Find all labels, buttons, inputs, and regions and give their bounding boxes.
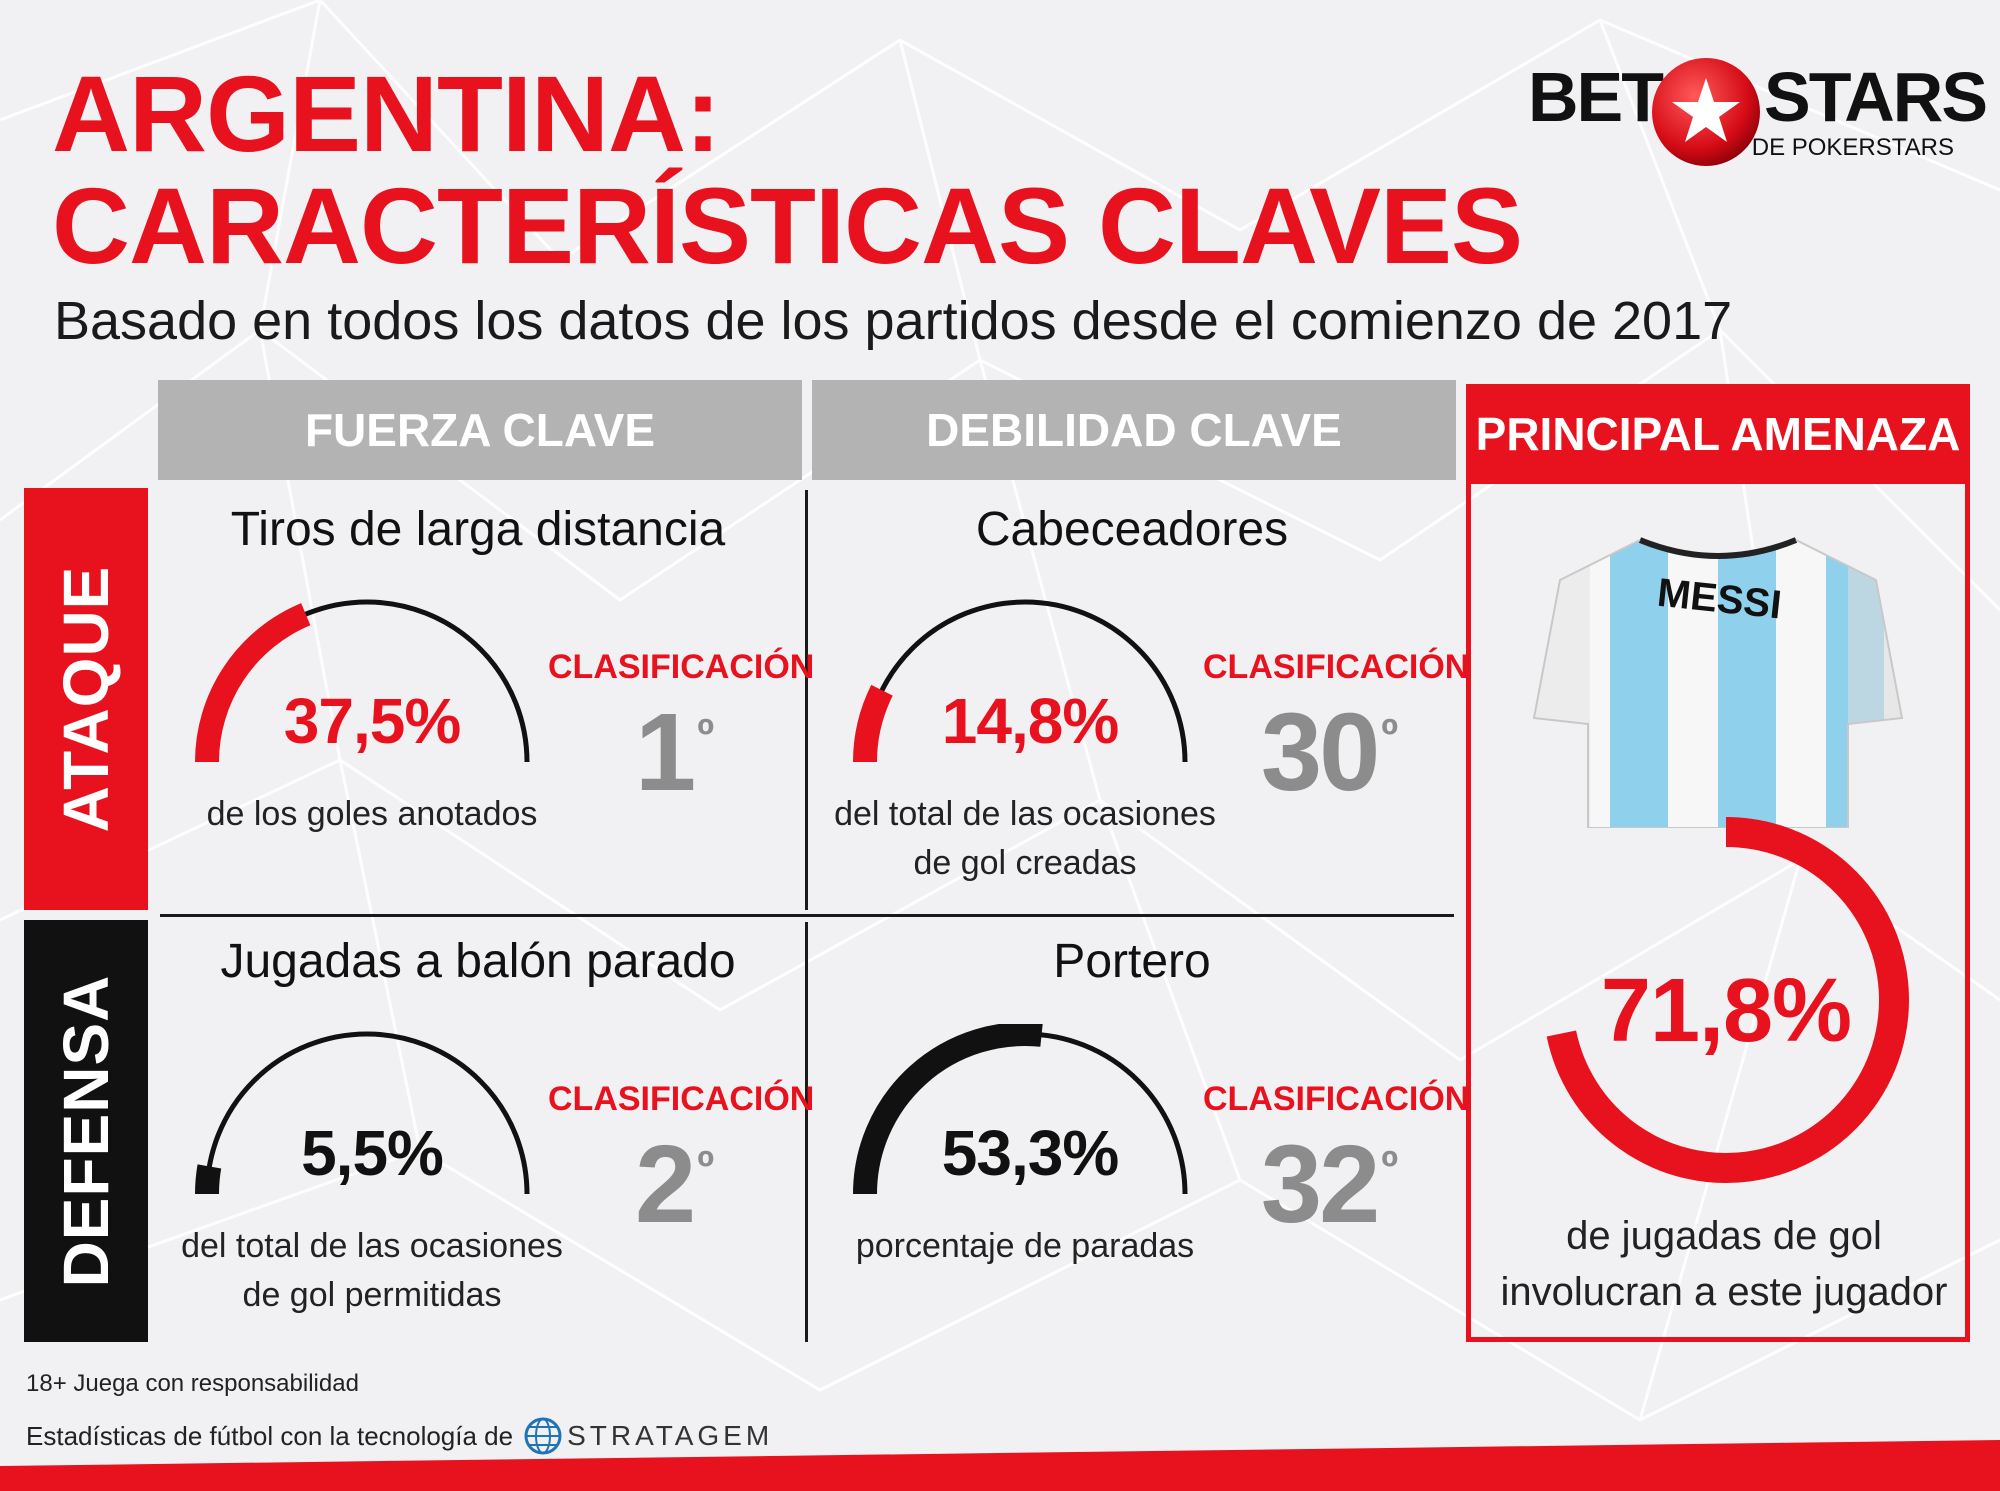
column-header-threat: PRINCIPAL AMENAZA bbox=[1466, 384, 1970, 484]
gauge-attack-weakness bbox=[853, 599, 1188, 763]
percent-value: 5,5% bbox=[301, 1117, 444, 1189]
rank-value: 1º bbox=[548, 698, 798, 808]
percent-value: 14,8% bbox=[941, 685, 1119, 757]
percent-value: 53,3% bbox=[941, 1117, 1119, 1189]
rank-ordinal: º bbox=[1381, 1141, 1398, 1193]
column-header-strength: FUERZA CLAVE bbox=[158, 380, 802, 480]
logo-text-stars: STARS bbox=[1764, 58, 1988, 136]
gauge-track bbox=[204, 1031, 530, 1195]
rank-label: CLASIFICACIÓN bbox=[1203, 648, 1470, 686]
page-title-line1: ARGENTINA: bbox=[52, 53, 721, 174]
rank-ordinal: º bbox=[697, 1141, 714, 1193]
description-line: del total de las ocasiones bbox=[834, 795, 1216, 833]
cell-title: Cabeceadores bbox=[975, 503, 1289, 556]
powered-by: Estadísticas de fútbol con la tecnología… bbox=[26, 1416, 773, 1456]
rank-label: CLASIFICACIÓN bbox=[1203, 1080, 1470, 1118]
description-line: porcentaje de paradas bbox=[855, 1227, 1195, 1265]
cell-title: Portero bbox=[1053, 935, 1211, 988]
gauge-attack-strength bbox=[195, 599, 530, 763]
row-label-defense: DEFENSA bbox=[24, 920, 148, 1342]
description-line: de los goles anotados bbox=[206, 795, 538, 833]
threat-description: de jugadas de gol involucran a este juga… bbox=[1476, 1208, 1972, 1320]
row-label-attack: ATAQUE bbox=[24, 488, 148, 910]
rank-ordinal: º bbox=[1381, 709, 1398, 761]
rank-number: 2 bbox=[635, 1123, 696, 1246]
rank-number: 32 bbox=[1260, 1123, 1380, 1246]
description-line: involucran a este jugador bbox=[1500, 1270, 1948, 1314]
gauge-defense-strength bbox=[195, 1031, 530, 1195]
red-star-ball-icon bbox=[1652, 58, 1760, 166]
logo-text-bet: BET bbox=[1528, 58, 1664, 136]
percent-description: del total de las ocasiones de gol permit… bbox=[162, 1222, 582, 1321]
powered-by-text: Estadísticas de fútbol con la tecnología… bbox=[26, 1420, 514, 1451]
rank-label: CLASIFICACIÓN bbox=[548, 1080, 815, 1118]
rank-number: 30 bbox=[1260, 691, 1380, 814]
column-header-weakness-label: DEBILIDAD CLAVE bbox=[926, 404, 1342, 456]
threat-ring-fill bbox=[1546, 817, 1909, 1183]
description-line: de jugadas de gol bbox=[1566, 1214, 1882, 1258]
column-header-weakness: DEBILIDAD CLAVE bbox=[812, 380, 1456, 480]
description-line: del total de las ocasiones bbox=[181, 1227, 563, 1265]
percent-value: 37,5% bbox=[283, 685, 461, 757]
row-label-defense-text: DEFENSA bbox=[50, 974, 122, 1288]
gauge-defense-weakness bbox=[853, 1024, 1188, 1195]
rank-value: 2º bbox=[548, 1130, 798, 1240]
percent-description: porcentaje de paradas bbox=[815, 1222, 1235, 1271]
gauge-fill bbox=[195, 1164, 222, 1195]
row-label-attack-text: ATAQUE bbox=[50, 565, 122, 833]
rank-value: 30º bbox=[1203, 698, 1453, 808]
percent-description: del total de las ocasiones de gol creada… bbox=[815, 790, 1235, 889]
rank-label: CLASIFICACIÓN bbox=[548, 648, 815, 686]
page-subtitle: Basado en todos los datos de los partido… bbox=[54, 291, 1733, 351]
column-header-strength-label: FUERZA CLAVE bbox=[304, 404, 656, 456]
gauge-threat bbox=[1546, 817, 1909, 1183]
gauge-fill bbox=[195, 603, 311, 763]
rank-value: 32º bbox=[1203, 1130, 1453, 1240]
responsible-gaming-note: 18+ Juega con responsabilidad bbox=[26, 1370, 359, 1397]
percent-description: de los goles anotados bbox=[162, 790, 582, 839]
globe-icon bbox=[524, 1417, 562, 1455]
divider-horizontal bbox=[160, 914, 1454, 917]
stratagem-brand: STRATAGEM bbox=[567, 1420, 774, 1451]
rank-ordinal: º bbox=[697, 709, 714, 761]
cell-title: Tiros de larga distancia bbox=[230, 503, 726, 556]
gauge-fill bbox=[853, 1024, 1043, 1195]
gauge-fill bbox=[853, 684, 893, 763]
gauge-track bbox=[862, 599, 1188, 763]
divider-vertical-top bbox=[805, 490, 808, 910]
argentina-jersey-icon: MESSI bbox=[1532, 537, 1904, 828]
logo-subtext: DE POKERSTARS bbox=[1751, 134, 1954, 161]
cell-title: Jugadas a balón parado bbox=[220, 935, 736, 988]
rank-number: 1 bbox=[635, 691, 696, 814]
column-header-threat-label: PRINCIPAL AMENAZA bbox=[1475, 408, 1961, 460]
description-line: de gol permitidas bbox=[242, 1276, 502, 1315]
page-title-line2: CARACTERÍSTICAS CLAVES bbox=[52, 165, 1523, 286]
divider-vertical-bottom bbox=[805, 922, 808, 1342]
threat-percent: 71,8% bbox=[1600, 961, 1852, 1061]
description-line: de gol creadas bbox=[913, 844, 1137, 883]
